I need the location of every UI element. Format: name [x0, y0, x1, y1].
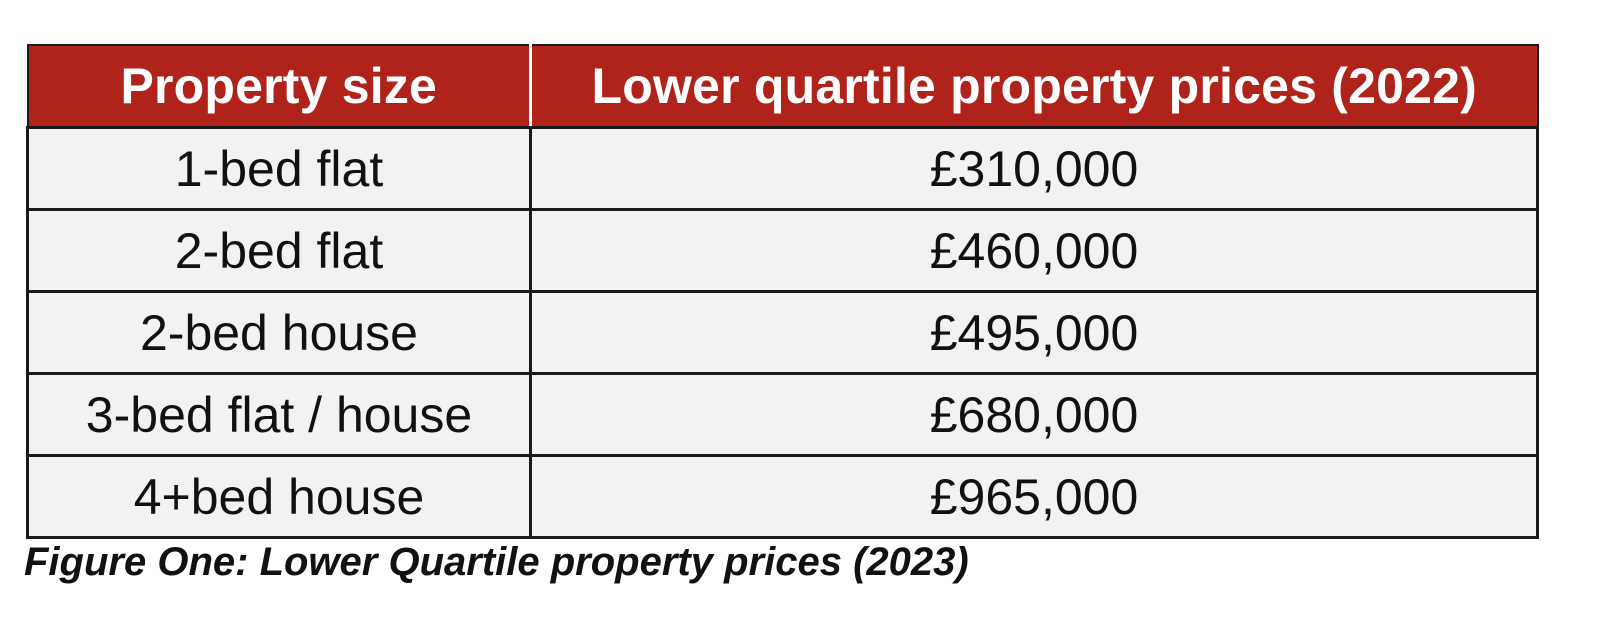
cell-price: £310,000 [529, 126, 1539, 211]
cell-price: £965,000 [529, 454, 1539, 539]
table-row: 2-bed flat £460,000 [26, 208, 1539, 293]
property-price-table: Property size Lower quartile property pr… [26, 44, 1539, 539]
table-row: 1-bed flat £310,000 [26, 126, 1539, 211]
header-lower-quartile-prices: Lower quartile property prices (2022) [529, 44, 1539, 129]
cell-price: £460,000 [529, 208, 1539, 293]
cell-price: £495,000 [529, 290, 1539, 375]
cell-property-size: 2-bed house [26, 290, 532, 375]
header-property-size: Property size [26, 44, 532, 129]
figure-caption: Figure One: Lower Quartile property pric… [24, 540, 969, 584]
table-header-row: Property size Lower quartile property pr… [26, 44, 1539, 129]
property-price-table-container: Property size Lower quartile property pr… [26, 44, 1539, 539]
table-row: 4+bed house £965,000 [26, 454, 1539, 539]
table-row: 2-bed house £495,000 [26, 290, 1539, 375]
cell-property-size: 1-bed flat [26, 126, 532, 211]
cell-property-size: 4+bed house [26, 454, 532, 539]
cell-price: £680,000 [529, 372, 1539, 457]
table-row: 3-bed flat / house £680,000 [26, 372, 1539, 457]
cell-property-size: 2-bed flat [26, 208, 532, 293]
cell-property-size: 3-bed flat / house [26, 372, 532, 457]
